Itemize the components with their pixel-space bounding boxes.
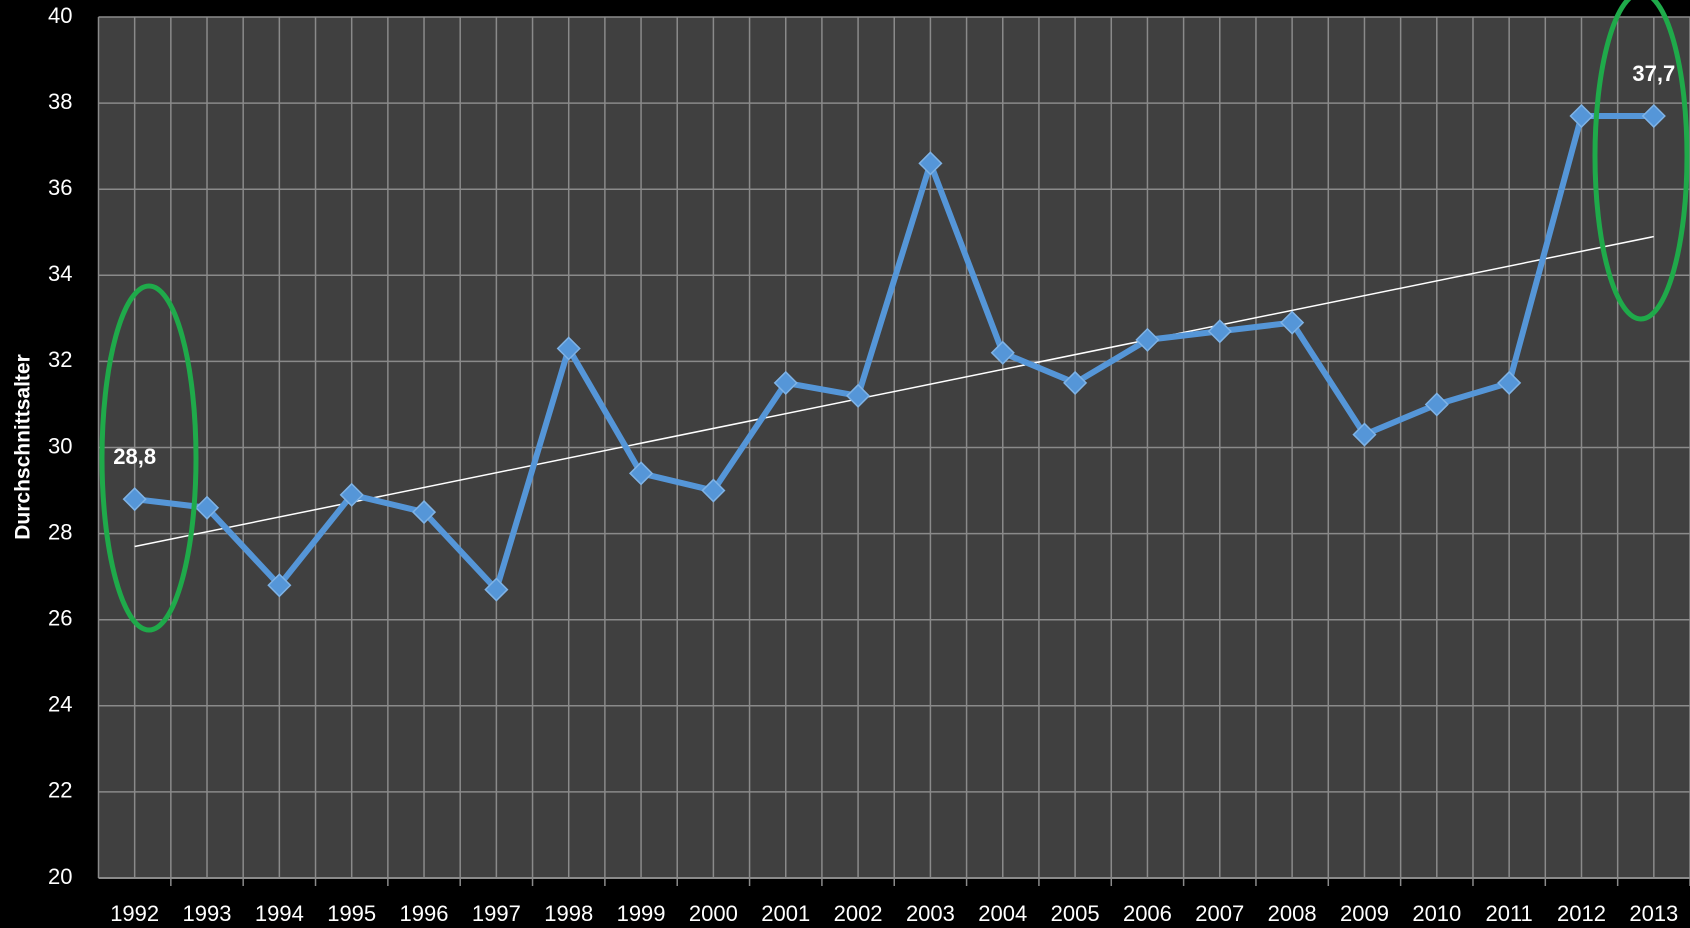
point-marker: [339, 482, 364, 507]
x-tick-label: 2001: [761, 901, 810, 926]
data-label: 37,7: [1632, 61, 1675, 86]
x-tick-label: 1997: [472, 901, 521, 926]
x-tick-label: 2007: [1195, 901, 1244, 926]
point-marker: [1641, 103, 1666, 129]
x-tick-label: 2002: [834, 901, 883, 926]
x-tick-label: 2013: [1629, 901, 1678, 926]
x-tick-label: 1998: [544, 901, 593, 926]
x-tick-label: 1996: [400, 901, 449, 926]
series-line: [134, 113, 1654, 593]
highlight-ellipse: [1592, 0, 1690, 322]
y-tick-label: 22: [48, 778, 72, 803]
x-tick-label: 2012: [1557, 901, 1606, 926]
point-marker: [1352, 422, 1377, 447]
x-tick-label: 1994: [255, 901, 304, 926]
x-tick-label: 1995: [327, 901, 376, 926]
point-marker: [628, 461, 654, 486]
x-tick-label: 2006: [1123, 901, 1172, 926]
point-marker: [194, 495, 220, 520]
point-marker: [1280, 310, 1305, 335]
point-marker: [122, 487, 147, 512]
y-tick-label: 30: [48, 433, 72, 458]
x-tick-label: 2008: [1268, 901, 1317, 926]
point-marker: [1135, 327, 1160, 352]
y-tick-label: 38: [48, 89, 72, 114]
x-tick-label: 2009: [1340, 901, 1389, 926]
y-tick-label: 20: [48, 864, 72, 889]
x-tick-label: 2000: [689, 901, 738, 926]
y-axis-label: Durchschnittsalter: [12, 354, 35, 540]
point-marker: [990, 340, 1015, 365]
y-tick-label: 32: [48, 347, 72, 372]
point-marker: [918, 151, 943, 176]
x-tick-label: 1993: [183, 901, 232, 926]
y-tick-label: 40: [48, 3, 72, 28]
point-marker: [773, 370, 798, 395]
y-tick-label: 36: [48, 175, 72, 200]
point-marker: [1569, 103, 1594, 129]
y-tick-label: 24: [48, 692, 72, 717]
highlight-ellipse: [99, 283, 199, 633]
point-marker: [701, 478, 726, 503]
y-tick-label: 28: [48, 519, 72, 544]
point-marker: [1063, 370, 1088, 395]
point-marker: [846, 383, 871, 408]
point-marker: [267, 573, 292, 598]
point-marker: [1424, 392, 1449, 417]
point-marker: [1207, 319, 1232, 344]
x-tick-label: 2011: [1485, 901, 1532, 926]
x-tick-label: 2005: [1051, 901, 1100, 926]
y-tick-label: 34: [48, 261, 72, 286]
point-marker: [1497, 370, 1522, 395]
x-tick-label: 1992: [110, 901, 159, 926]
x-tick-label: 2010: [1412, 901, 1461, 926]
x-tick-label: 1999: [617, 901, 666, 926]
x-tick-label: 2003: [906, 901, 955, 926]
data-label: 28,8: [113, 444, 156, 469]
point-marker: [411, 500, 437, 525]
y-tick-label: 26: [48, 606, 72, 631]
point-marker: [556, 336, 581, 361]
trendline: [134, 235, 1654, 548]
point-marker: [484, 577, 509, 602]
x-tick-label: 2004: [978, 901, 1027, 926]
